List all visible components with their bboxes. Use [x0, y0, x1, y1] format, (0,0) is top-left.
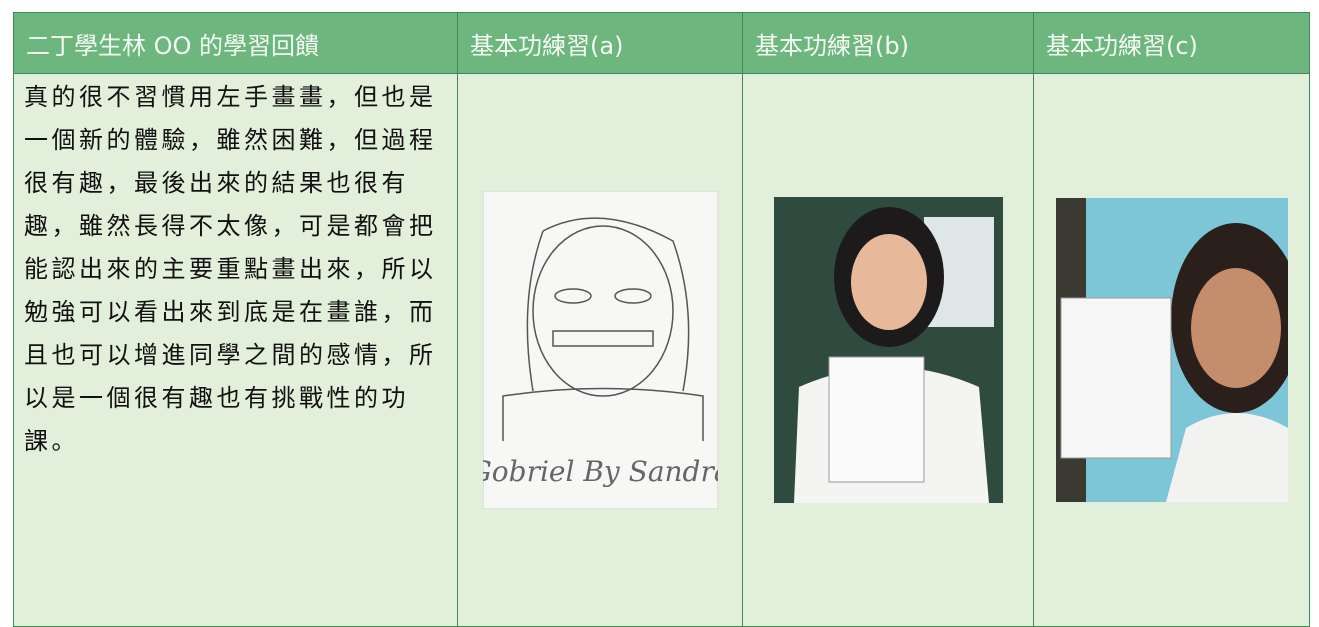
drawing-image: Gobriel By Sandra	[482, 191, 718, 509]
header-cell: 二丁學生林 OO 的學習回饋	[13, 12, 458, 74]
drawing-caption: Gobriel By Sandra	[483, 455, 718, 488]
feedback-table: 二丁學生林 OO 的學習回饋 基本功練習(a) 基本功練習(b) 基本功練習(c…	[13, 12, 1310, 627]
body-row: 真的很不習慣用左手畫畫，但也是一個新的體驗，雖然困難，但過程很有趣，最後出來的結…	[13, 73, 1310, 627]
image-cell	[1033, 73, 1310, 627]
image-cell: Gobriel By Sandra	[457, 73, 743, 627]
header-row: 二丁學生林 OO 的學習回饋 基本功練習(a) 基本功練習(b) 基本功練習(c…	[13, 12, 1310, 74]
feedback-text: 真的很不習慣用左手畫畫，但也是一個新的體驗，雖然困難，但過程很有趣，最後出來的結…	[13, 73, 458, 627]
image-cell	[742, 73, 1034, 627]
header-cell: 基本功練習(a)	[457, 12, 743, 74]
photo-c	[1055, 198, 1288, 502]
header-cell: 基本功練習(c)	[1033, 12, 1310, 74]
header-cell: 基本功練習(b)	[742, 12, 1034, 74]
photo-b	[773, 197, 1003, 503]
